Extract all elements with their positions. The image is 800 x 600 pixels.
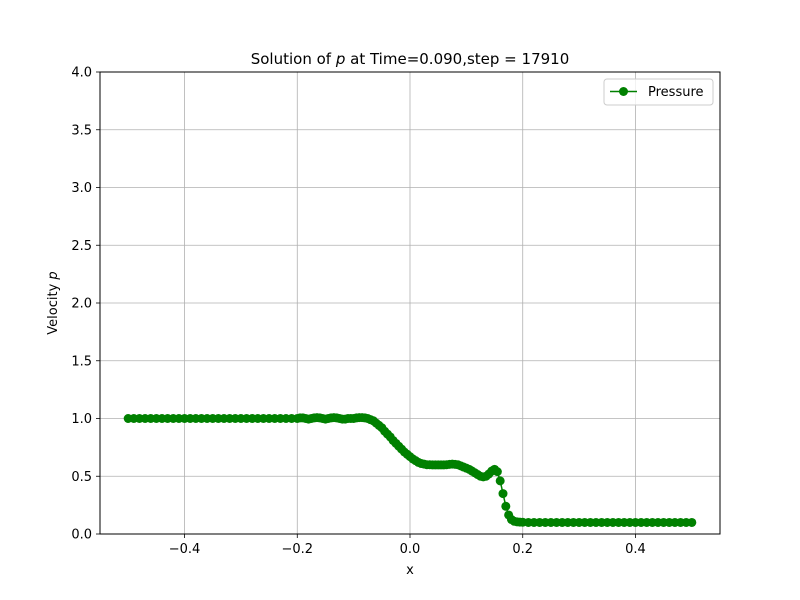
x-axis-label: x [406, 563, 414, 578]
axis-ticks: −0.4 −0.2 0.0 0.2 0.4 0.0 0.5 1.0 1.5 2.0 2.5 3.0 3.… [71, 66, 645, 558]
chart-title: Solution of p at Time=0.090,step = 17910 [251, 50, 570, 68]
legend-entry-pressure: Pressure [648, 85, 704, 100]
y-tick-label: 0.5 [71, 470, 92, 485]
y-tick-label: 0.0 [71, 528, 92, 543]
y-tick-label: 3.0 [71, 181, 92, 196]
x-tick-label: −0.2 [281, 542, 313, 557]
data-point [501, 501, 511, 511]
y-tick-label: 4.0 [71, 66, 92, 81]
data-point [492, 467, 502, 477]
data-point [498, 489, 508, 499]
y-tick-label: 1.0 [71, 412, 92, 427]
series-pressure [123, 413, 697, 527]
x-tick-label: 0.4 [625, 542, 646, 557]
y-tick-label: 2.0 [71, 297, 92, 312]
y-tick-label: 3.5 [71, 123, 92, 138]
x-tick-label: −0.4 [169, 542, 201, 557]
legend: Pressure [603, 78, 714, 106]
data-point [687, 517, 697, 527]
y-axis-label: Velocity p [46, 271, 61, 334]
x-tick-label: 0.0 [400, 542, 421, 557]
legend-marker-swatch [619, 87, 628, 96]
x-tick-label: 0.2 [512, 542, 533, 557]
y-tick-label: 2.5 [71, 239, 92, 254]
data-point [495, 476, 505, 486]
y-tick-label: 1.5 [71, 354, 92, 369]
legend-box [603, 78, 714, 106]
plot-frame [99, 71, 721, 535]
